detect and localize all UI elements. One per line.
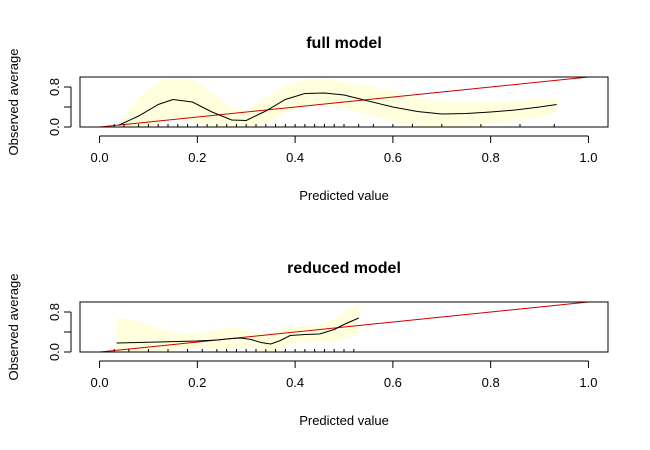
x-tick-label: 0.2: [188, 375, 206, 390]
y-tick-label: 0.0: [47, 118, 62, 136]
x-tick-label: 1.0: [579, 375, 597, 390]
plot-frame: [79, 301, 609, 353]
chart-title: full model: [306, 35, 382, 52]
y-tick-label: 0.0: [47, 343, 62, 361]
x-tick-label: 0.8: [482, 150, 500, 165]
chart-panel-2: 0.0 0.2 0.4 0.6 0.8 1.0 0.0 0.8 reduced model Pre…: [6, 260, 609, 428]
x-tick-label: 0.4: [286, 150, 304, 165]
x-tick-label: 0.6: [384, 375, 402, 390]
calibration-curve: [118, 92, 557, 126]
y-axis-label: Observed average: [6, 49, 21, 156]
x-tick-label: 0.8: [482, 375, 500, 390]
chart-panel-1: 0.0 0.2 0.4 0.6 0.8 1.0 0.0 0.8 full model Predic…: [6, 35, 609, 203]
chart-title: reduced model: [287, 260, 401, 277]
plot-area: [94, 302, 594, 352]
x-axis-label: Predicted value: [299, 413, 389, 428]
x-tick-label: 0.6: [384, 150, 402, 165]
y-tick-label: 0.8: [47, 303, 62, 321]
confidence-band: [116, 303, 359, 352]
calibration-curve: [116, 317, 359, 345]
x-tick-label: 0.0: [91, 375, 109, 390]
x-tick-label: 0.2: [188, 150, 206, 165]
x-tick-label: 0.0: [91, 150, 109, 165]
y-axis-label: Observed average: [6, 274, 21, 381]
diagonal-reference-line: [94, 302, 594, 352]
y-tick-label: 0.8: [47, 78, 62, 96]
plot-frame: [79, 76, 609, 128]
diagonal-reference-line: [94, 77, 594, 127]
x-axis-label: Predicted value: [299, 188, 389, 203]
plot-area: [94, 77, 594, 127]
x-tick-label: 0.4: [286, 375, 304, 390]
x-tick-label: 1.0: [579, 150, 597, 165]
